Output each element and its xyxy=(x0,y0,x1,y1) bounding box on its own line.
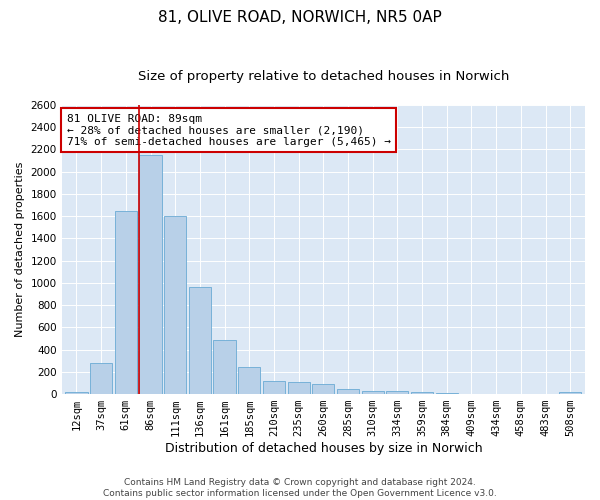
Bar xyxy=(337,389,359,394)
Bar xyxy=(559,392,581,394)
Bar xyxy=(411,392,433,394)
Y-axis label: Number of detached properties: Number of detached properties xyxy=(15,162,25,337)
Bar xyxy=(386,392,409,394)
X-axis label: Distribution of detached houses by size in Norwich: Distribution of detached houses by size … xyxy=(164,442,482,455)
Title: Size of property relative to detached houses in Norwich: Size of property relative to detached ho… xyxy=(137,70,509,83)
Bar xyxy=(238,368,260,394)
Bar xyxy=(312,384,334,394)
Bar xyxy=(263,380,285,394)
Text: 81 OLIVE ROAD: 89sqm
← 28% of detached houses are smaller (2,190)
71% of semi-de: 81 OLIVE ROAD: 89sqm ← 28% of detached h… xyxy=(67,114,391,147)
Bar xyxy=(362,390,384,394)
Text: 81, OLIVE ROAD, NORWICH, NR5 0AP: 81, OLIVE ROAD, NORWICH, NR5 0AP xyxy=(158,10,442,25)
Text: Contains HM Land Registry data © Crown copyright and database right 2024.
Contai: Contains HM Land Registry data © Crown c… xyxy=(103,478,497,498)
Bar xyxy=(115,210,137,394)
Bar xyxy=(287,382,310,394)
Bar xyxy=(214,340,236,394)
Bar xyxy=(189,288,211,394)
Bar xyxy=(436,393,458,394)
Bar xyxy=(90,363,112,394)
Bar xyxy=(65,392,88,394)
Bar xyxy=(164,216,187,394)
Bar xyxy=(139,155,161,394)
